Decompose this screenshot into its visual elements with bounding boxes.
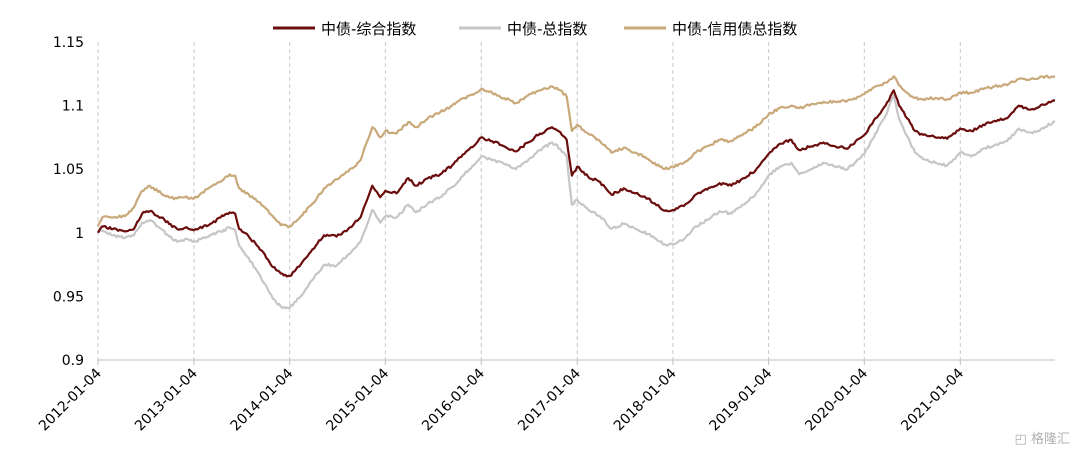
y-tick-label: 0.9	[62, 353, 84, 369]
x-tick-label: 2021-01-04	[898, 365, 967, 434]
y-tick-label: 1.05	[53, 162, 84, 178]
gridlines	[97, 42, 961, 360]
watermark-text: 格隆汇	[1030, 432, 1070, 447]
legend: 中债-综合指数 中债-总指数 中债-信用债总指数	[273, 20, 797, 38]
y-tick-label: 1.15	[53, 35, 84, 51]
y-axis: 0.9 0.95 1 1.05 1.1 1.15	[53, 35, 84, 369]
legend-label-1: 中债-总指数	[507, 20, 587, 38]
watermark-icon: ◰	[1014, 432, 1027, 447]
y-tick-label: 0.95	[53, 289, 84, 305]
x-tick-label: 2012-01-04	[36, 365, 105, 434]
series-lines	[96, 74, 1056, 310]
x-tick-label: 2016-01-04	[419, 365, 488, 434]
x-tick-label: 2018-01-04	[611, 365, 680, 434]
y-tick-label: 1.1	[62, 99, 84, 115]
series-line-2	[96, 74, 1056, 229]
x-tick-label: 2015-01-04	[323, 365, 392, 434]
x-tick-label: 2017-01-04	[515, 365, 584, 434]
series-line-0	[97, 89, 1056, 278]
x-tick-label: 2013-01-04	[132, 365, 201, 434]
x-tick-label: 2020-01-04	[802, 365, 871, 434]
x-tick-label: 2019-01-04	[707, 365, 776, 434]
watermark: ◰ 格隆汇	[1015, 428, 1070, 447]
x-tick-label: 2014-01-04	[228, 365, 297, 434]
series-line-1	[97, 94, 1056, 310]
y-tick-label: 1	[75, 226, 84, 242]
x-axis: 2012-01-04 2013-01-04 2014-01-04 2015-01-04…	[36, 359, 1055, 434]
legend-label-0: 中债-综合指数	[321, 20, 416, 38]
legend-label-2: 中债-信用债总指数	[672, 20, 797, 38]
